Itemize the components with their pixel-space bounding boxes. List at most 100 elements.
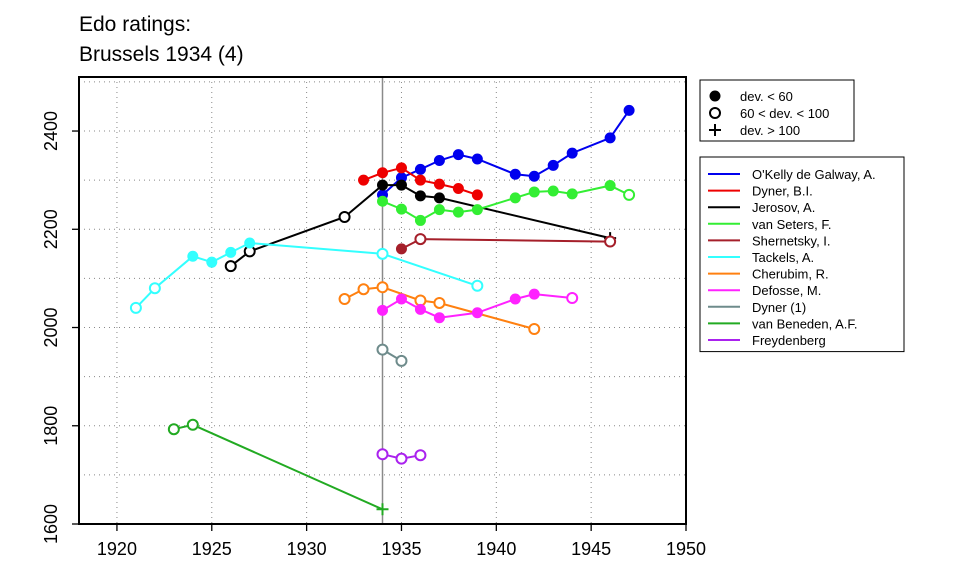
- data-point: [623, 104, 635, 116]
- data-point: [623, 188, 636, 201]
- title-block: Edo ratings: Brussels 1934 (4): [79, 10, 244, 70]
- series-legend-label: van Beneden, A.F.: [752, 316, 858, 331]
- data-point: [604, 132, 616, 144]
- data-point: [566, 188, 578, 200]
- series-legend-label: Tackels, A.: [752, 250, 814, 265]
- data-point: [547, 159, 559, 171]
- series-legend-label: Defosse, M.: [752, 283, 821, 298]
- data-point: [395, 452, 408, 465]
- x-tick-label: 1920: [97, 539, 137, 559]
- data-point: [433, 296, 446, 309]
- series-legend-label: Jerosov, A.: [752, 200, 815, 215]
- data-point: [452, 183, 464, 195]
- data-point: [433, 178, 445, 190]
- data-point: [471, 204, 483, 216]
- data-point: [376, 503, 389, 516]
- x-tick-label: 1940: [476, 539, 516, 559]
- marker-legend-label: dev. > 100: [740, 123, 800, 138]
- data-point: [471, 307, 483, 319]
- data-point: [433, 155, 445, 167]
- series-group: [376, 448, 427, 465]
- series-group: [129, 237, 484, 314]
- data-point: [528, 186, 540, 198]
- data-point: [433, 192, 445, 204]
- legend-marker: [709, 90, 721, 102]
- legend-marker: [709, 107, 721, 119]
- x-tick-label: 1950: [666, 539, 706, 559]
- data-point: [338, 293, 351, 306]
- x-tick-label: 1930: [287, 539, 327, 559]
- data-point: [414, 303, 426, 315]
- series-group: [358, 162, 483, 201]
- plot-frame: [78, 76, 687, 525]
- y-tick-label: 2400: [41, 111, 61, 151]
- data-point: [566, 292, 579, 305]
- data-point: [433, 204, 445, 216]
- data-point: [604, 235, 617, 248]
- data-point: [414, 233, 427, 246]
- series-group: [224, 179, 617, 273]
- data-point: [452, 149, 464, 161]
- data-point: [224, 260, 237, 273]
- data-point: [376, 343, 389, 356]
- series-group: [376, 343, 408, 367]
- data-point: [471, 279, 484, 292]
- data-point: [414, 190, 426, 202]
- data-point: [377, 195, 388, 207]
- series-legend-label: Dyner (1): [752, 300, 806, 315]
- data-point: [509, 168, 521, 180]
- series-legend-box: [699, 156, 905, 353]
- data-point: [148, 282, 161, 295]
- data-point: [376, 281, 389, 294]
- data-point: [395, 179, 407, 191]
- y-tick-label: 2000: [41, 307, 61, 347]
- data-point: [357, 283, 370, 296]
- data-point: [414, 214, 426, 226]
- data-point: [167, 423, 180, 436]
- marker-legend-label: 60 < dev. < 100: [740, 106, 829, 121]
- data-point: [129, 301, 142, 314]
- series-line: [173, 423, 383, 511]
- series-line: [401, 238, 611, 250]
- data-point: [376, 247, 389, 260]
- x-tick-label: 1945: [571, 539, 611, 559]
- data-point: [187, 250, 199, 262]
- data-point: [452, 206, 464, 218]
- data-point: [471, 153, 483, 165]
- x-tick-label: 1925: [192, 539, 232, 559]
- series-line: [135, 241, 478, 309]
- data-point: [376, 448, 389, 461]
- data-point: [414, 163, 426, 175]
- y-tick-label: 2200: [41, 209, 61, 249]
- series-legend-label: Cherubim, R.: [752, 267, 829, 282]
- chart-subtitle: Brussels 1934 (4): [79, 43, 244, 66]
- data-point: [414, 449, 427, 462]
- data-point: [338, 210, 351, 223]
- data-point: [433, 312, 445, 324]
- marker-legend: dev. < 60 60 < dev. < 100 dev. > 100: [699, 79, 855, 142]
- marker-legend-label: dev. < 60: [740, 89, 793, 104]
- data-point: [604, 180, 616, 192]
- data-point: [528, 288, 540, 300]
- legend-marker: [709, 124, 721, 136]
- series-group: [167, 418, 389, 516]
- marker-legend-box: [699, 79, 855, 142]
- plot-series: [129, 104, 636, 516]
- data-point: [377, 304, 388, 316]
- series-legend-label: van Seters, F.: [752, 217, 831, 232]
- data-point: [395, 243, 407, 255]
- data-point: [206, 256, 218, 268]
- data-point: [225, 246, 237, 258]
- data-point: [528, 322, 541, 335]
- data-point: [244, 237, 256, 249]
- data-point: [395, 203, 407, 215]
- data-point: [509, 192, 521, 204]
- data-point: [395, 162, 407, 174]
- data-point: [528, 170, 540, 182]
- data-point: [395, 354, 408, 367]
- series-group: [338, 281, 541, 335]
- data-point: [377, 179, 388, 191]
- y-tick-label: 1600: [41, 504, 61, 544]
- data-point: [566, 147, 578, 159]
